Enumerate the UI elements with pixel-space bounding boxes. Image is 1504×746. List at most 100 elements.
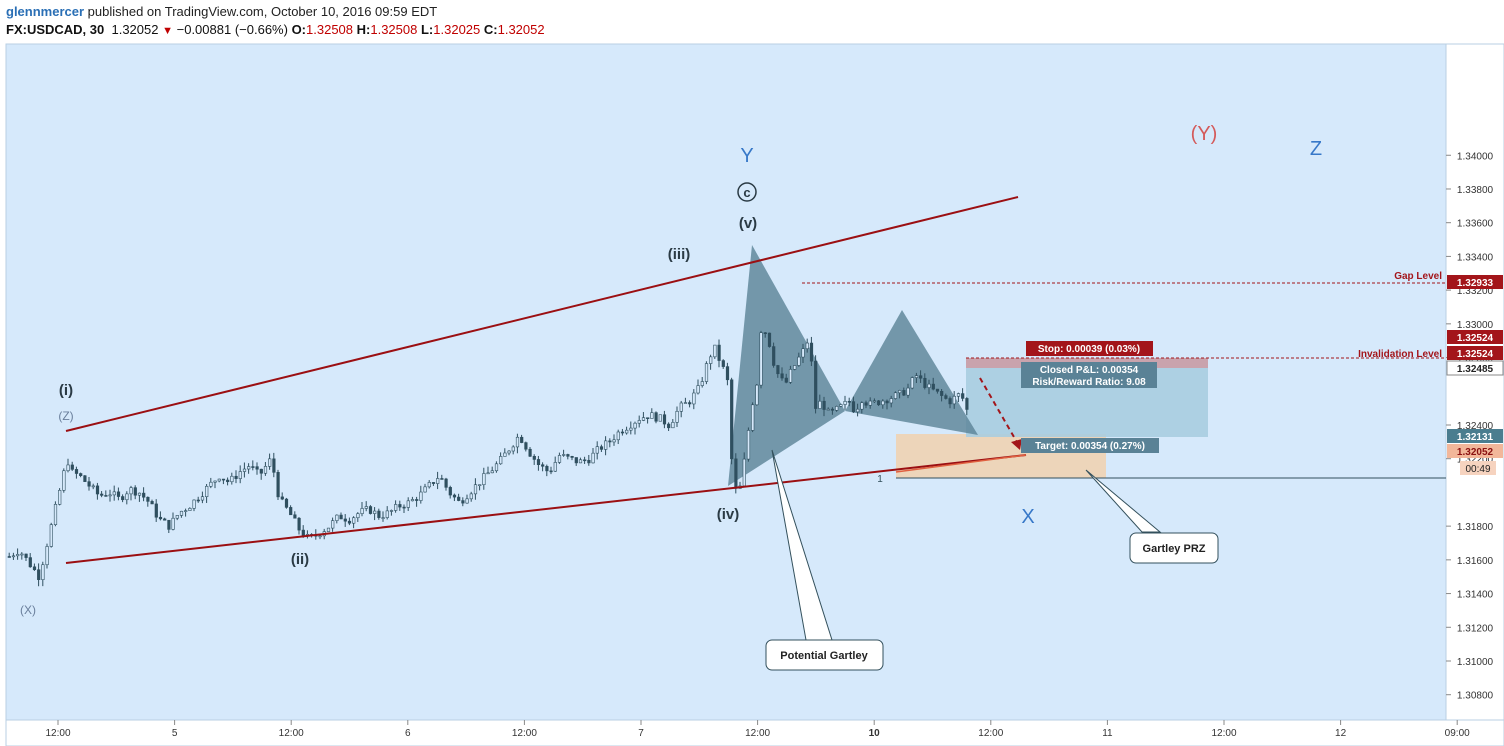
publish-text: published on TradingView.com, October 10…: [84, 4, 438, 19]
candle-body: [746, 430, 751, 460]
plot-area[interactable]: [5, 43, 1447, 721]
symbol-label: FX:USDCAD, 30: [6, 22, 105, 37]
candle-body: [452, 494, 457, 498]
time-tick-label: 09:00: [1445, 728, 1470, 739]
candle-body: [230, 475, 234, 483]
candle-body: [763, 332, 767, 335]
candle-body: [633, 422, 637, 429]
candle-body: [591, 452, 595, 464]
candle-body: [641, 417, 646, 421]
pnl-badge[interactable]: [1021, 362, 1157, 388]
candle-body: [11, 555, 16, 558]
candle-body: [583, 459, 587, 462]
candle-body: [146, 496, 150, 502]
candle-body: [95, 485, 100, 495]
channel-projection-line: [895, 454, 1027, 473]
candle-body: [410, 499, 415, 502]
candle-body: [511, 446, 515, 452]
candle-body: [721, 360, 725, 367]
candle-body: [906, 387, 910, 396]
candle-body: [184, 510, 188, 512]
candle-body: [45, 546, 49, 566]
price-tick-label: 1.32400: [1457, 421, 1494, 432]
candle-body: [503, 452, 507, 457]
price-tick-label: 1.32200: [1457, 455, 1494, 466]
candle-body: [150, 501, 154, 505]
candle-body: [377, 510, 381, 518]
candle-body: [406, 500, 410, 508]
candle-body: [247, 466, 251, 470]
candle-body: [499, 456, 503, 465]
candle-body: [482, 473, 486, 486]
gartley-prz-box[interactable]: [1129, 532, 1219, 564]
candle-body: [486, 472, 490, 475]
candle-body: [935, 388, 940, 392]
candle-body: [881, 400, 885, 406]
candle-body: [940, 390, 944, 396]
chart-canvas[interactable]: 1.34000 1.33800 1.33600 1.33400 1.33200 1.330…: [0, 42, 1504, 746]
author-link[interactable]: glennmercer: [6, 4, 85, 19]
target-badge[interactable]: [1021, 438, 1159, 453]
time-axis[interactable]: [5, 719, 1504, 746]
candle-body: [255, 466, 259, 470]
stop-badge[interactable]: [1026, 341, 1153, 356]
candle-body: [629, 427, 633, 431]
candle-body: [49, 524, 53, 547]
candle-body: [805, 342, 809, 350]
ohlc-row: FX:USDCAD, 30 1.32052 ▼ −0.00881 (−0.66%…: [6, 22, 545, 37]
price-axis[interactable]: [1445, 43, 1504, 721]
wave-ii-label: (ii): [291, 551, 309, 568]
projection-arrow: [979, 377, 1019, 445]
channel-upper-line[interactable]: [65, 196, 1019, 432]
wave-iii-label: (iii): [668, 246, 691, 263]
candle-body: [608, 440, 612, 443]
candle-body: [16, 554, 20, 557]
candle-body: [948, 398, 952, 405]
candle-body: [175, 515, 179, 519]
candle-body: [431, 482, 436, 484]
candle-body: [402, 506, 406, 509]
candle-body: [91, 485, 95, 488]
potential-gartley-box[interactable]: [765, 639, 884, 671]
candle-body: [457, 496, 461, 501]
candle-body: [646, 417, 650, 420]
candle-body: [650, 412, 654, 419]
candle-body: [851, 401, 856, 413]
candle-body: [923, 377, 927, 388]
price-tick-label: 1.33200: [1457, 286, 1494, 297]
candle-body: [133, 487, 137, 496]
stop-price-badge-upper: [1447, 330, 1503, 344]
gap-price-badge: [1447, 275, 1503, 289]
wave-paren-y-label: (Y): [1191, 123, 1218, 145]
candle-body: [7, 556, 11, 558]
candle-body: [217, 478, 221, 482]
candle-body: [37, 569, 41, 580]
candle-body: [74, 469, 79, 474]
candle-body: [830, 408, 835, 411]
channel-lower-line[interactable]: [65, 454, 1027, 564]
stop-text: Stop: 0.00039 (0.03%): [1038, 344, 1140, 355]
time-tick-label: 12:00: [512, 728, 537, 739]
candle-body: [192, 499, 196, 509]
candle-body: [864, 402, 868, 406]
candle-body: [444, 478, 448, 488]
candle-body: [419, 491, 423, 501]
candle-body: [914, 375, 919, 378]
candle-body: [637, 420, 641, 424]
candle-body: [28, 557, 32, 568]
candle-body: [79, 473, 83, 476]
candle-body: [360, 508, 364, 514]
candle-body: [494, 463, 499, 472]
candle-body: [20, 553, 24, 556]
candle-body: [755, 384, 759, 406]
candle-body: [658, 414, 662, 422]
countdown-text: 00:49: [1465, 464, 1490, 475]
gartley-xab: [728, 245, 845, 486]
candle-body: [259, 468, 263, 474]
high-value: 1.32508: [370, 22, 418, 37]
candle-body: [625, 429, 629, 434]
candle-body: [41, 564, 45, 580]
candle-body: [343, 518, 347, 522]
candle-body: [931, 383, 935, 390]
candle-body: [461, 500, 465, 504]
